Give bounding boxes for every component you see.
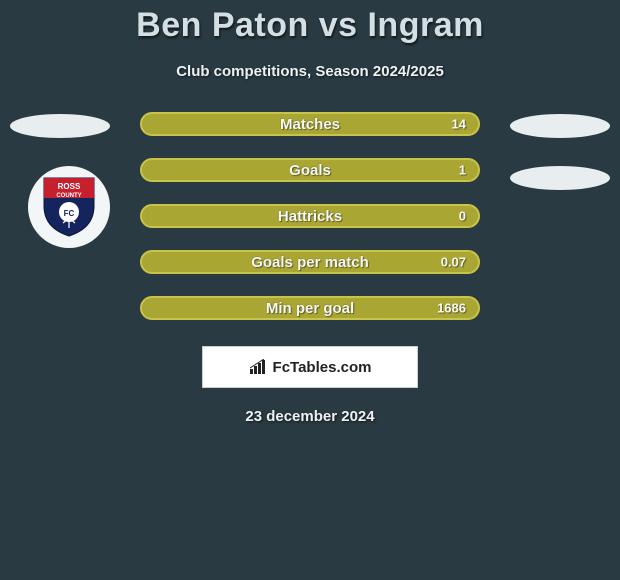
stat-value: 0.07 [441,255,466,270]
comparison-card: Ben Paton vs Ingram Club competitions, S… [0,0,620,425]
stat-rows: Matches 14 Goals 1 Hattricks 0 Goals per… [140,112,480,320]
stat-row-goals: Goals 1 [140,158,480,182]
stat-value: 1 [459,163,466,178]
stat-label: Min per goal [266,300,354,317]
subtitle: Club competitions, Season 2024/2025 [0,63,620,80]
stat-row-goals-per-match: Goals per match 0.07 [140,250,480,274]
stat-label: Matches [280,116,340,133]
svg-text:ROSS: ROSS [58,182,81,191]
stat-label: Hattricks [278,208,342,225]
stat-value: 1686 [437,301,466,316]
source-logo[interactable]: FcTables.com [202,346,418,388]
source-logo-text: FcTables.com [273,359,372,376]
ross-county-crest-icon: ROSS COUNTY FC [42,176,96,238]
stat-value: 0 [459,209,466,224]
player-left-placeholder-1 [10,114,110,138]
bar-chart-icon [249,359,269,375]
stats-area: ROSS COUNTY FC Matches 14 Goals 1 Hattri… [0,112,620,425]
player-right-placeholder-2 [510,166,610,190]
player-right-placeholder-1 [510,114,610,138]
svg-text:FC: FC [64,209,75,218]
stat-row-hattricks: Hattricks 0 [140,204,480,228]
stat-row-min-per-goal: Min per goal 1686 [140,296,480,320]
club-badge: ROSS COUNTY FC [28,166,110,248]
stat-label: Goals [289,162,331,179]
stat-label: Goals per match [251,254,369,271]
page-title: Ben Paton vs Ingram [0,6,620,45]
date-text: 23 december 2024 [0,408,620,425]
stat-row-matches: Matches 14 [140,112,480,136]
stat-value: 14 [452,117,466,132]
svg-text:COUNTY: COUNTY [56,193,81,199]
